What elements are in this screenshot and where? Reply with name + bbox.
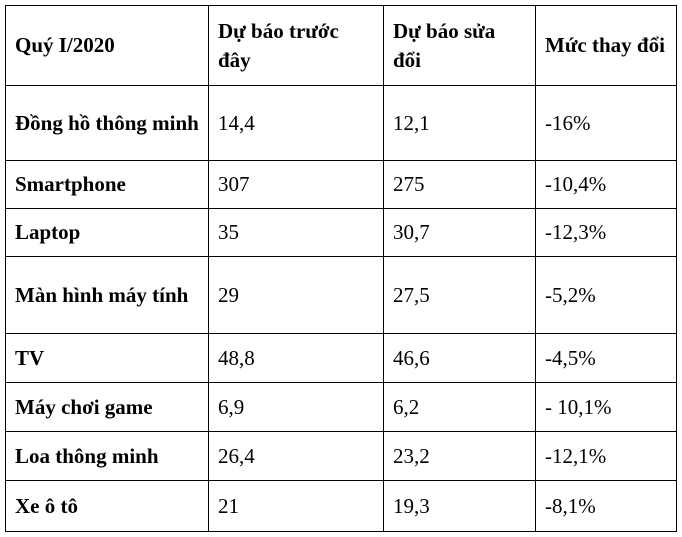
forecast-table: Quý I/2020 Dự báo trước đây Dự báo sửa đổi…: [5, 5, 677, 532]
table-cell: 307: [208, 160, 384, 209]
table-cell: 275: [383, 160, 536, 209]
row-label: TV: [5, 333, 209, 383]
table-cell: 46,6: [383, 333, 536, 383]
table-cell: -16%: [535, 85, 677, 161]
header-cell: Mức thay đổi: [535, 5, 677, 86]
table-cell: 30,7: [383, 208, 536, 257]
row-label: Laptop: [5, 208, 209, 257]
header-cell: Dự báo trước đây: [208, 5, 384, 86]
header-row: Quý I/2020 Dự báo trước đây Dự báo sửa đổi…: [5, 5, 677, 86]
table-cell: -10,4%: [535, 160, 677, 209]
table-cell: 21: [208, 480, 384, 532]
table-cell: -12,1%: [535, 431, 677, 481]
table-cell: 6,2: [383, 382, 536, 432]
row-label: Smartphone: [5, 160, 209, 209]
row-label: Màn hình máy tính: [5, 256, 209, 334]
table-row: Xe ô tô 21 19,3 -8,1%: [5, 480, 677, 532]
row-label: Đồng hồ thông minh: [5, 85, 209, 161]
table-cell: 6,9: [208, 382, 384, 432]
table-cell: -8,1%: [535, 480, 677, 532]
table-row: Laptop 35 30,7 -12,3%: [5, 208, 677, 257]
table-cell: - 10,1%: [535, 382, 677, 432]
row-label: Loa thông minh: [5, 431, 209, 481]
header-cell: Dự báo sửa đổi: [383, 5, 536, 86]
table-cell: 48,8: [208, 333, 384, 383]
table-cell: -5,2%: [535, 256, 677, 334]
table-cell: 23,2: [383, 431, 536, 481]
header-cell: Quý I/2020: [5, 5, 209, 86]
table-cell: 12,1: [383, 85, 536, 161]
table-cell: -12,3%: [535, 208, 677, 257]
table-cell: -4,5%: [535, 333, 677, 383]
table-row: Smartphone 307 275 -10,4%: [5, 160, 677, 209]
table-cell: 35: [208, 208, 384, 257]
table-cell: 19,3: [383, 480, 536, 532]
table-cell: 26,4: [208, 431, 384, 481]
row-label: Máy chơi game: [5, 382, 209, 432]
table-cell: 14,4: [208, 85, 384, 161]
row-label: Xe ô tô: [5, 480, 209, 532]
table-row: TV 48,8 46,6 -4,5%: [5, 333, 677, 383]
table-cell: 27,5: [383, 256, 536, 334]
table-cell: 29: [208, 256, 384, 334]
table-row: Đồng hồ thông minh 14,4 12,1 -16%: [5, 85, 677, 161]
table-row: Màn hình máy tính 29 27,5 -5,2%: [5, 256, 677, 334]
table-row: Máy chơi game 6,9 6,2- 10,1%: [5, 382, 677, 432]
table-row: Loa thông minh 26,4 23,2 -12,1%: [5, 431, 677, 481]
